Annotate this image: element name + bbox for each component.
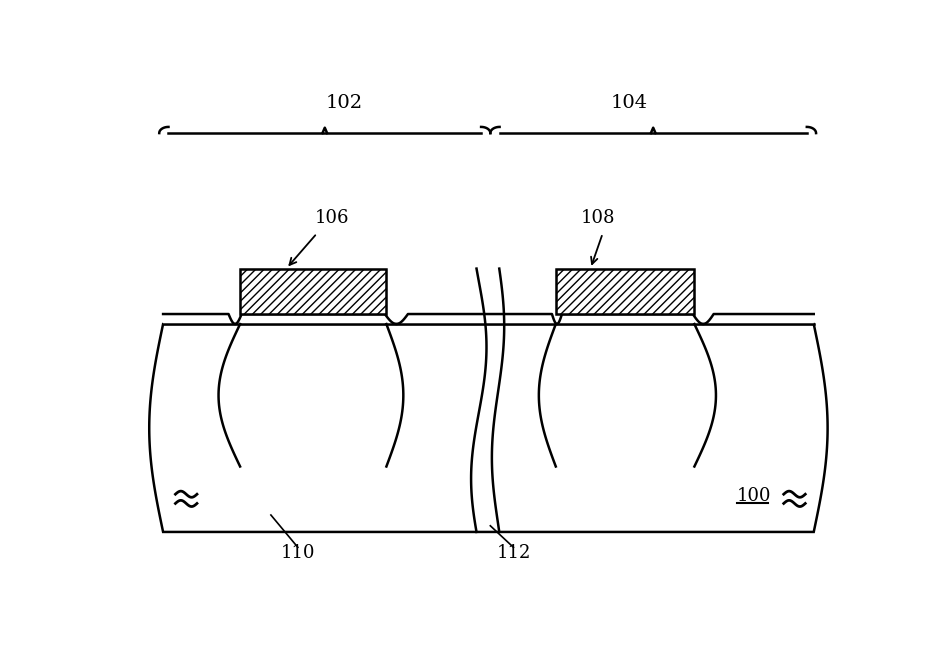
Bar bbox=[241, 269, 386, 314]
Text: 104: 104 bbox=[611, 94, 648, 112]
Bar bbox=[556, 269, 694, 314]
Text: 112: 112 bbox=[496, 545, 530, 562]
Text: 100: 100 bbox=[737, 487, 771, 505]
Text: 102: 102 bbox=[326, 94, 363, 112]
Bar bbox=[241, 269, 386, 314]
Polygon shape bbox=[150, 324, 828, 532]
Text: 110: 110 bbox=[280, 545, 315, 562]
Text: 106: 106 bbox=[315, 209, 349, 227]
Polygon shape bbox=[163, 314, 813, 324]
Bar bbox=[556, 269, 694, 314]
Text: 108: 108 bbox=[581, 209, 616, 227]
